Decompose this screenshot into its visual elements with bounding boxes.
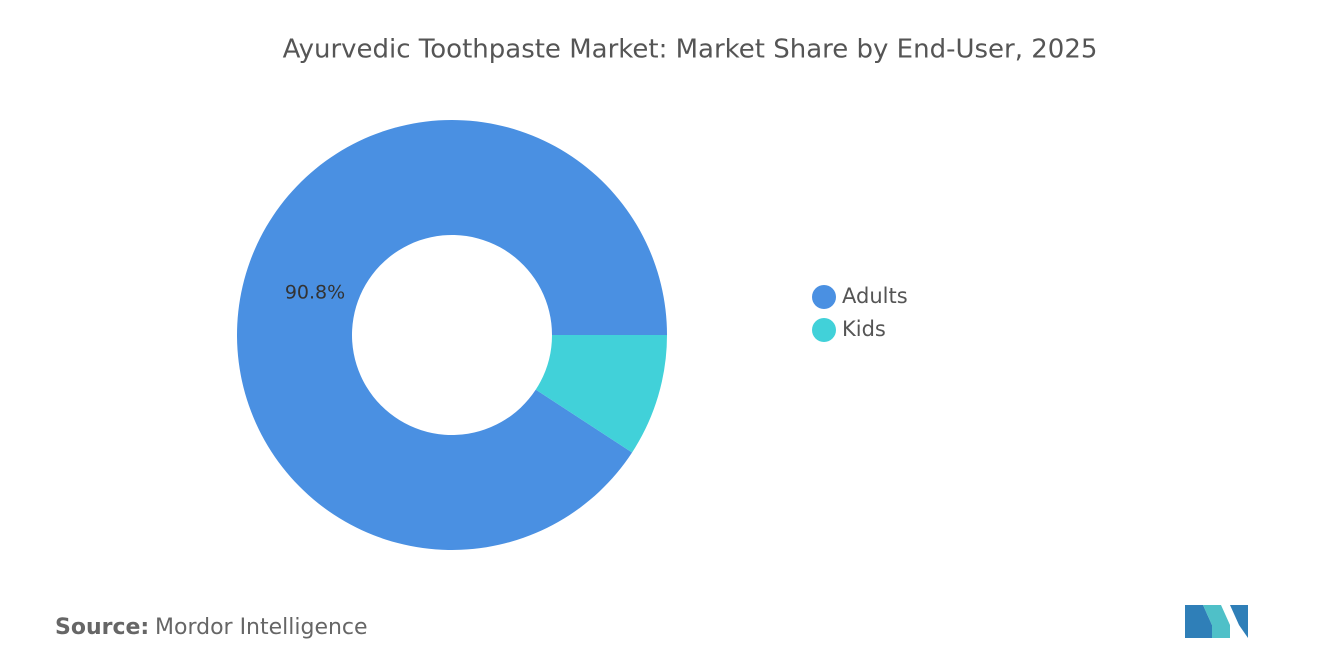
legend-label: Kids (842, 317, 886, 341)
legend-label: Adults (842, 284, 908, 308)
legend-marker (812, 318, 836, 342)
donut-slice (237, 120, 668, 550)
legend-marker (812, 285, 836, 309)
source-label: Source: (55, 615, 149, 640)
source-text: Mordor Intelligence (155, 615, 368, 640)
chart-title: Ayurvedic Toothpaste Market: Market Shar… (283, 35, 1098, 65)
logo (1185, 605, 1248, 638)
data-label: 90.8% (285, 282, 345, 304)
donut-slice (535, 335, 667, 453)
